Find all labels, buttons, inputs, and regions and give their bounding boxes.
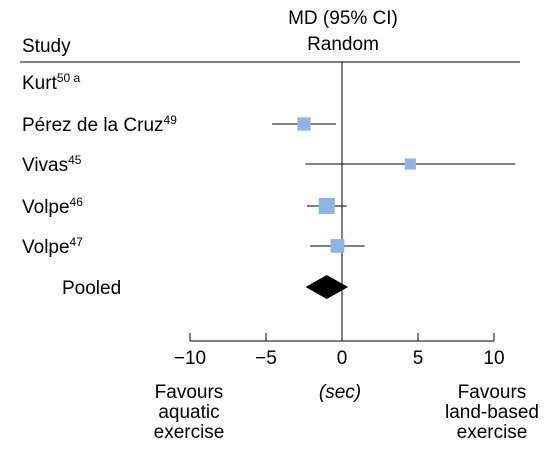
study-label: Vivas45 bbox=[22, 153, 82, 176]
pooled-label: Pooled bbox=[62, 278, 121, 299]
x-tick-label: −10 bbox=[174, 348, 206, 369]
x-unit-label: (sec) bbox=[319, 382, 361, 403]
study-ref-superscript: 46 bbox=[70, 195, 84, 209]
x-tick-label: 5 bbox=[413, 348, 424, 369]
study-label: Pérez de la Cruz49 bbox=[22, 113, 177, 136]
favours-right-label: land-based bbox=[445, 402, 539, 423]
effect-marker bbox=[404, 158, 416, 170]
favours-left-label: aquatic bbox=[158, 402, 219, 423]
study-ref-superscript: 47 bbox=[70, 235, 84, 249]
study-ref-superscript: 49 bbox=[164, 113, 178, 127]
study-label: Kurt50 a bbox=[22, 71, 81, 94]
effect-marker bbox=[318, 198, 335, 214]
study-ref-superscript: 45 bbox=[68, 153, 82, 167]
x-tick-label: 10 bbox=[483, 348, 504, 369]
favours-left-label: Favours bbox=[155, 382, 224, 403]
study-label: Volpe46 bbox=[22, 195, 83, 218]
header-effect-line1: MD (95% CI) bbox=[288, 8, 398, 29]
study-label: Volpe47 bbox=[22, 235, 83, 258]
pooled-diamond bbox=[305, 275, 349, 299]
header-study-label: Study bbox=[22, 36, 71, 57]
effect-marker bbox=[297, 117, 311, 131]
x-tick-label: 0 bbox=[337, 348, 348, 369]
favours-right-label: Favours bbox=[458, 382, 527, 403]
favours-left-label: exercise bbox=[154, 422, 225, 443]
header-effect-line2: Random bbox=[307, 34, 379, 55]
x-tick-label: −5 bbox=[255, 348, 277, 369]
favours-right-label: exercise bbox=[457, 422, 528, 443]
effect-marker bbox=[330, 239, 345, 253]
study-ref-superscript: 50 a bbox=[57, 71, 81, 85]
